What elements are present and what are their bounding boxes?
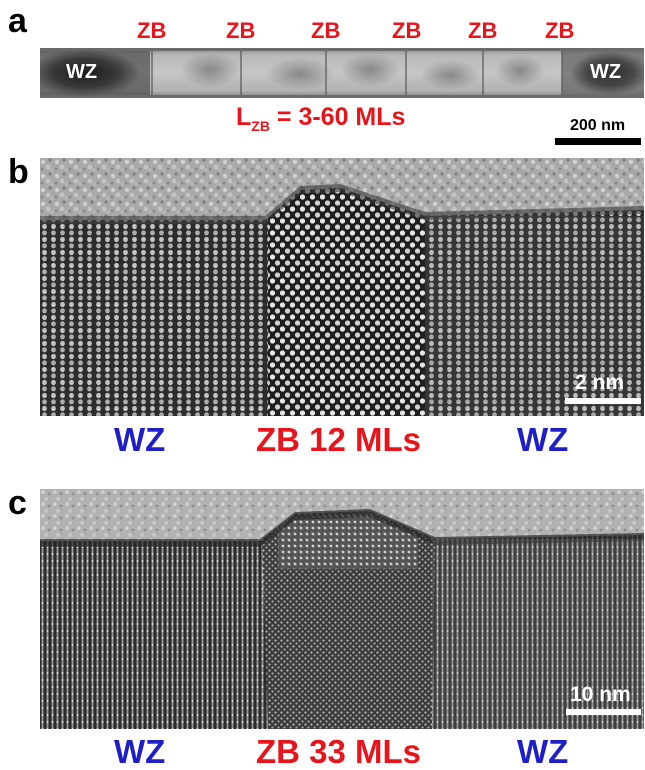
panel-letter-b: b — [8, 153, 29, 191]
wz-label-left-a: WZ — [66, 61, 98, 83]
length-label: LZB = 3-60 MLs — [236, 103, 406, 134]
zb-label-c: ZB 33 MLs — [256, 733, 422, 770]
wz-label-right-a: WZ — [590, 61, 622, 83]
zb-label-1: ZB — [137, 18, 167, 43]
wz-label-left-c: WZ — [114, 733, 166, 770]
scale-bar-c — [566, 709, 641, 715]
zb-label-2: ZB — [226, 18, 256, 43]
zb-label-3: ZB — [311, 18, 341, 43]
zb-label-b: ZB 12 MLs — [256, 421, 422, 458]
nanowire-image — [40, 48, 644, 98]
wz-label-right-c: WZ — [517, 733, 569, 770]
panel-letter-c: c — [8, 484, 27, 522]
scale-bar-label-b: 2 nm — [575, 371, 625, 394]
zb-label-5: ZB — [468, 18, 498, 43]
length-label-main: L — [236, 103, 252, 131]
scale-bar-a — [555, 138, 641, 145]
panel-letter-a: a — [8, 2, 27, 40]
length-label-sub: ZB — [251, 118, 270, 134]
wz-label-right-b: WZ — [517, 421, 569, 458]
scale-bar-label-a: 200 nm — [570, 117, 626, 134]
zb-label-6: ZB — [545, 18, 575, 43]
hrtem-image-c — [40, 489, 644, 729]
wz-label-left-b: WZ — [114, 421, 166, 458]
scale-bar-b — [565, 398, 641, 404]
scale-bar-label-c: 10 nm — [570, 683, 631, 706]
zb-label-4: ZB — [392, 18, 422, 43]
hrtem-image-b — [40, 158, 644, 416]
length-label-rest: = 3-60 MLs — [269, 103, 406, 131]
